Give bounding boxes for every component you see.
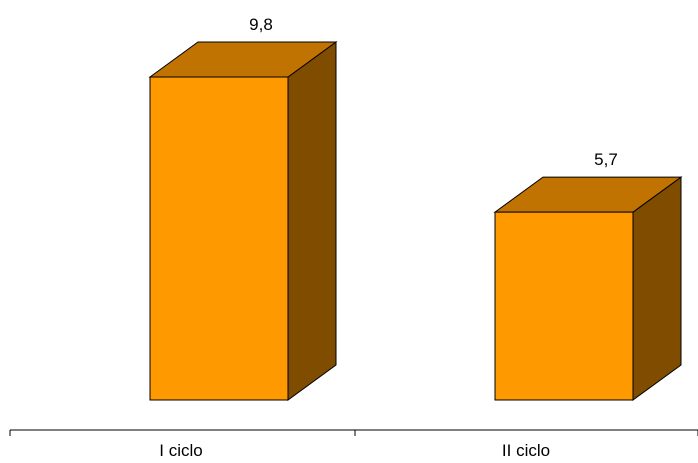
bar-side-face [632, 176, 682, 401]
bar-2 [493, 176, 683, 401]
bar-front-face [494, 211, 634, 401]
bar-side-face [287, 41, 337, 401]
x-axis: I ciclo II ciclo [9, 429, 698, 460]
data-label: 9,8 [249, 15, 273, 34]
bar-front-face [149, 76, 289, 401]
x-tick-label: II ciclo [502, 441, 550, 460]
bars-group [148, 41, 683, 401]
data-label: 5,7 [594, 150, 618, 169]
labels-group: 9,8 5,7 [249, 15, 618, 169]
bar-1 [148, 41, 338, 401]
x-tick-label: I ciclo [159, 441, 202, 460]
